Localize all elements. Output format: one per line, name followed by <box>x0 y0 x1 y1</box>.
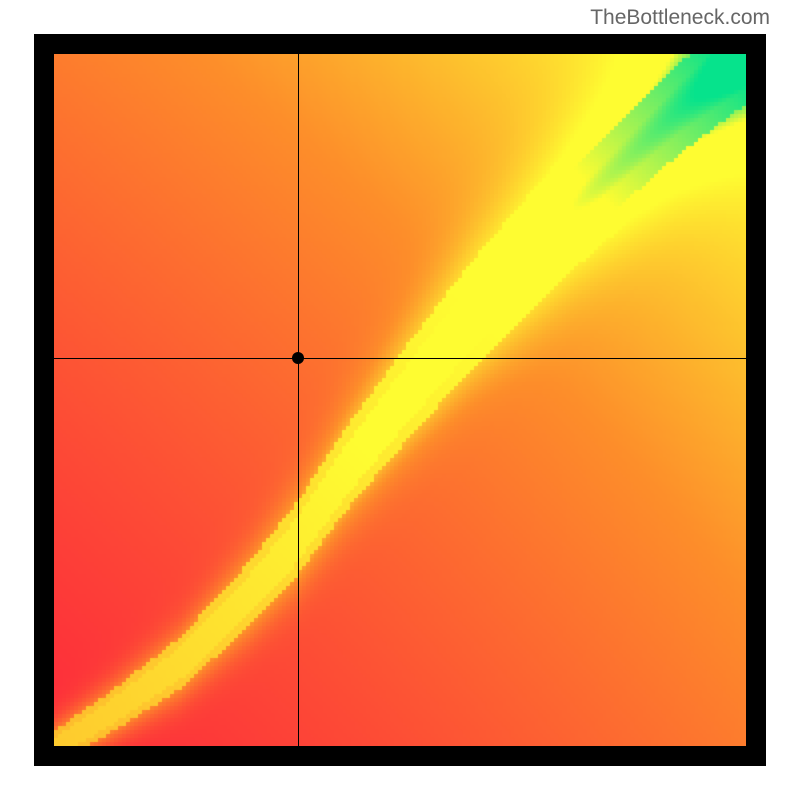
page-container: TheBottleneck.com <box>0 0 800 800</box>
crosshair-horizontal <box>34 358 766 359</box>
plot-frame <box>34 34 766 766</box>
crosshair-vertical <box>298 34 299 766</box>
bottleneck-heatmap <box>54 54 746 746</box>
data-point-marker <box>292 352 304 364</box>
watermark-text: TheBottleneck.com <box>590 6 770 30</box>
